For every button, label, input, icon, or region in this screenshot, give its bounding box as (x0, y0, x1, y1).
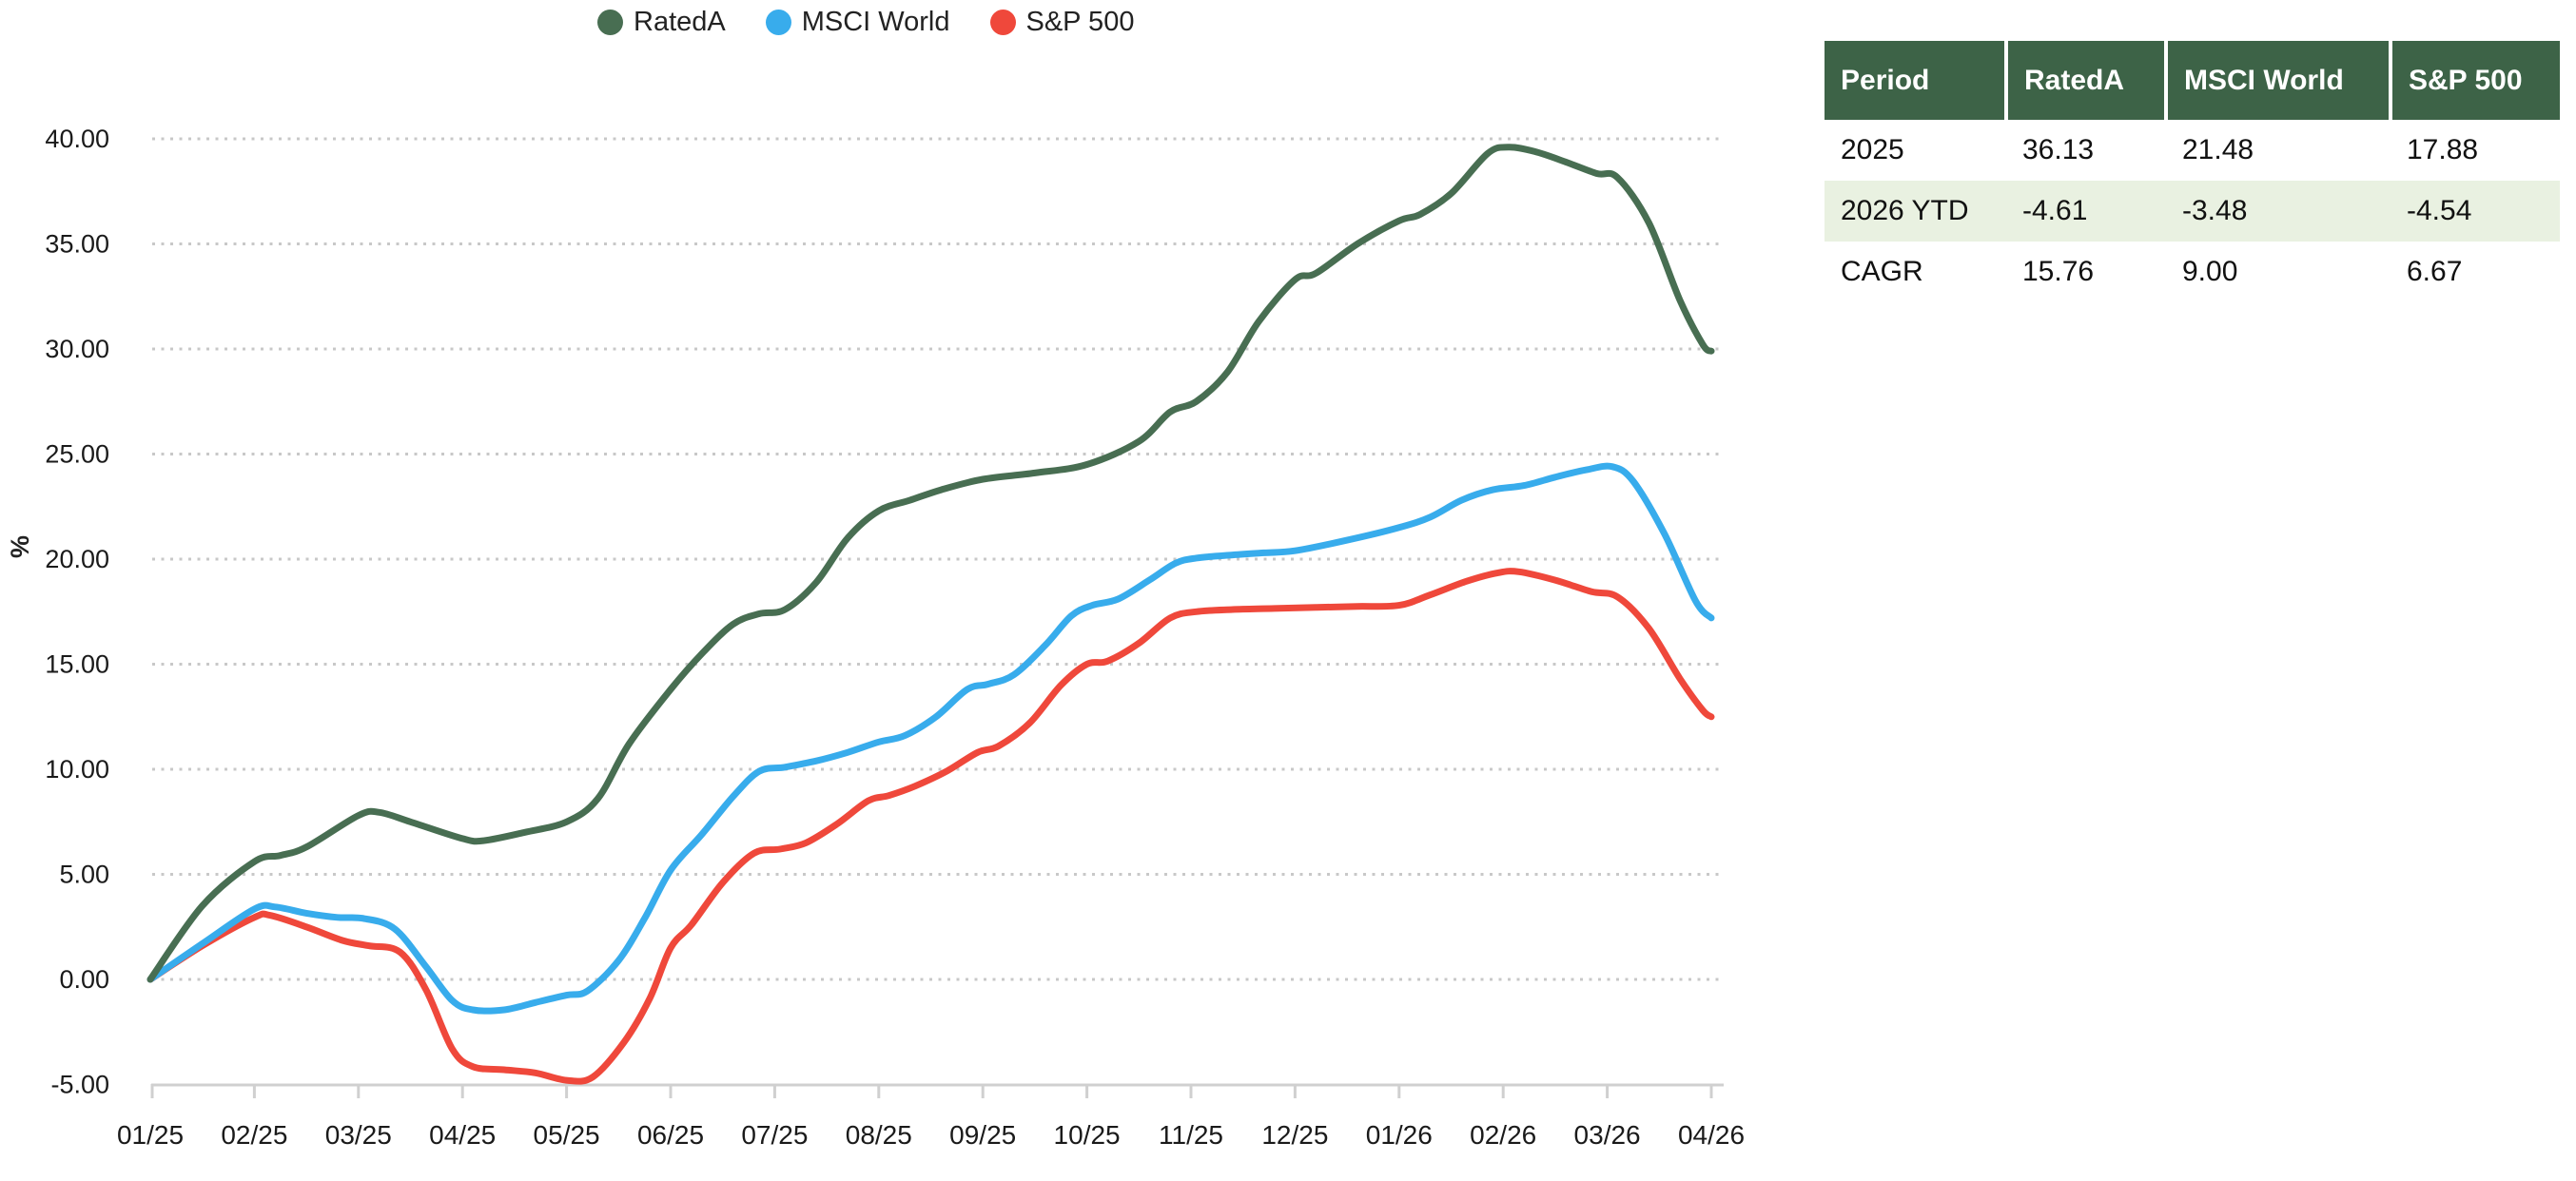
x-axis-label: 11/25 (1159, 1120, 1223, 1150)
x-axis-label: 02/26 (1470, 1120, 1536, 1150)
y-axis-label: -5.00 (50, 1071, 109, 1099)
x-axis-label: 04/26 (1678, 1120, 1745, 1150)
chart-legend: RatedA MSCI World S&P 500 (597, 5, 1134, 39)
y-axis-title: % (6, 535, 34, 558)
series-lines (146, 144, 1715, 1085)
y-axis-label: 30.00 (45, 335, 109, 363)
legend-item-rateda[interactable]: RatedA (597, 5, 726, 39)
table-header-row: Period RatedA MSCI World S&P 500 (1825, 41, 2560, 120)
table-row-2025: 2025 36.13 21.48 17.88 (1825, 120, 2560, 181)
y-axis-label: 35.00 (45, 230, 109, 259)
table-cell-value: -3.48 (2166, 181, 2391, 242)
x-axis-labels: 01/25 02/25 03/25 04/25 05/25 06/25 07/25 08/25… (117, 1120, 1745, 1150)
table-cell-value: -4.54 (2391, 181, 2560, 242)
legend-item-msci-world[interactable]: MSCI World (765, 5, 950, 39)
x-axis-label: 02/25 (221, 1120, 287, 1150)
legend-marker-icon (765, 9, 791, 35)
x-axis-label: 06/25 (637, 1120, 704, 1150)
x-axis-label: 03/26 (1574, 1120, 1641, 1150)
legend-marker-icon (597, 9, 623, 35)
table-header-cell-rateda: RatedA (2004, 41, 2166, 120)
series-line-msci-world (146, 462, 1715, 1015)
x-axis-label: 08/25 (846, 1120, 912, 1150)
table-cell-value: 15.76 (2022, 256, 2095, 287)
x-axis-label: 04/25 (429, 1120, 496, 1150)
y-axis-label: 5.00 (59, 861, 109, 889)
performance-table: Period RatedA MSCI World S&P 500 2025 36.13 2… (1825, 41, 2560, 302)
y-axis-label: 40.00 (45, 125, 109, 153)
x-axis-label: 01/26 (1366, 1120, 1433, 1150)
x-axis-label: 05/25 (534, 1120, 600, 1150)
table-cell-value: -4.61 (2006, 181, 2166, 242)
series-line-s-p-500 (146, 568, 1715, 1085)
legend-label: RatedA (634, 7, 726, 37)
table-cell-period: 2025 (1841, 134, 1904, 165)
gridlines (152, 137, 1724, 981)
x-axis (150, 1083, 1724, 1098)
table-cell-value: 36.13 (2022, 134, 2095, 165)
legend-marker-icon (989, 9, 1016, 35)
table-cell-period: 2026 YTD (1825, 181, 2006, 242)
table-cell-value: 21.48 (2182, 134, 2254, 165)
x-axis-label: 12/25 (1261, 1120, 1328, 1150)
table-cell-value: 17.88 (2407, 134, 2479, 165)
table-row-cagr: CAGR 15.76 9.00 6.67 (1825, 242, 2560, 302)
table-header-cell-s-p-500: S&P 500 (2389, 41, 2560, 120)
y-axis-label: 0.00 (59, 965, 109, 994)
table-row-2026-ytd: 2026 YTD -4.61 -3.48 -4.54 (1825, 181, 2560, 242)
y-axis-label: 10.00 (45, 755, 109, 784)
legend-label: MSCI World (801, 7, 950, 37)
table-cell-value: 9.00 (2182, 256, 2238, 287)
y-axis-label: 20.00 (45, 545, 109, 573)
table-cell-value: 6.67 (2407, 256, 2463, 287)
x-axis-label: 10/25 (1054, 1120, 1121, 1150)
y-axis-labels: 40.00 35.00 30.00 25.00 20.00 15.00 10.00 5.00 0… (45, 125, 109, 1099)
x-axis-label: 07/25 (741, 1120, 808, 1150)
table-cell-period: CAGR (1841, 256, 1923, 287)
series-line-rateda (146, 144, 1715, 983)
x-axis-label: 01/25 (117, 1120, 184, 1150)
y-axis-label: 25.00 (45, 440, 109, 469)
table-header-cell-msci-world: MSCI World (2164, 41, 2391, 120)
y-axis-label: 15.00 (45, 650, 109, 679)
legend-item-s-p-500[interactable]: S&P 500 (989, 5, 1135, 39)
x-axis-label: 03/25 (325, 1120, 392, 1150)
x-axis-label: 09/25 (949, 1120, 1016, 1150)
legend-label: S&P 500 (1025, 7, 1135, 37)
table-header-cell-period: Period (1825, 41, 2006, 120)
